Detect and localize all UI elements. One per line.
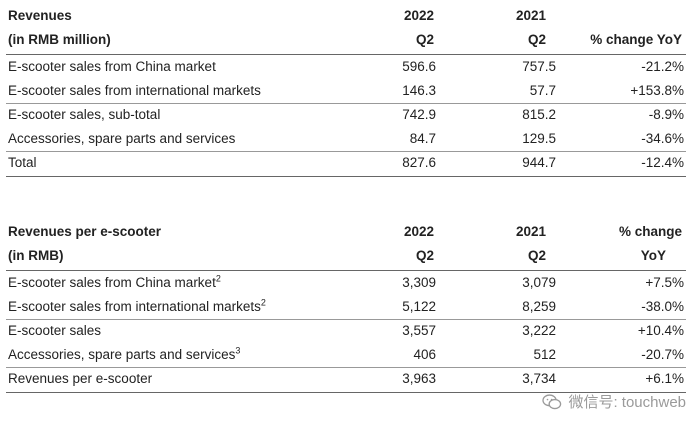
col-change-header-2: % change YoY (590, 32, 682, 47)
table-row: E-scooter sales, sub-total 742.9 815.2 -… (6, 103, 686, 127)
divider (6, 54, 686, 55)
divider (6, 103, 686, 104)
col-change-header-1: % change (618, 224, 682, 239)
value-2021: 3,222 (522, 323, 556, 338)
revenues-per-scooter-table: Revenues per e-scooter 2022 2021 % chang… (6, 220, 686, 393)
value-2022: 827.6 (402, 155, 436, 170)
divider (6, 319, 686, 320)
row-label: Revenues per e-scooter (8, 371, 153, 386)
row-label: Accessories, spare parts and services3 (8, 345, 241, 362)
table-row: E-scooter sales from international marke… (6, 295, 686, 319)
value-2022: 3,963 (402, 371, 436, 386)
table-row: Accessories, spare parts and services 84… (6, 127, 686, 151)
value-2021: 3,734 (522, 371, 556, 386)
value-2021: 57.7 (529, 83, 556, 98)
row-label: E-scooter sales from China market2 (8, 273, 221, 290)
value-change: +6.1% (645, 371, 684, 386)
value-2021: 757.5 (522, 59, 556, 74)
value-2022: 596.6 (402, 59, 436, 74)
row-label: E-scooter sales, sub-total (8, 107, 161, 122)
table-row: Accessories, spare parts and services3 4… (6, 343, 686, 367)
row-label-text: E-scooter sales from China market (8, 275, 216, 290)
table-title: Revenues (8, 8, 72, 23)
row-label-text: E-scooter sales from international marke… (8, 299, 261, 314)
col-year-2021: 2021 (515, 8, 546, 23)
col-change-header-2: YoY (640, 248, 666, 263)
table-header-row: Revenues 2022 2021 (6, 4, 686, 28)
table-row: E-scooter sales from China market2 3,309… (6, 271, 686, 295)
row-label: E-scooter sales (8, 323, 102, 338)
value-change: -38.0% (641, 299, 684, 314)
value-2021: 512 (533, 347, 556, 362)
divider (6, 151, 686, 152)
divider (6, 176, 686, 177)
col-year-2022: 2022 (403, 224, 434, 239)
footnote-marker: 3 (235, 345, 241, 356)
row-label: Total (8, 155, 37, 170)
revenues-table: Revenues 2022 2021 (in RMB million) Q2 Q… (6, 4, 686, 177)
value-2022: 146.3 (402, 83, 436, 98)
row-label-text: Accessories, spare parts and services (8, 347, 236, 362)
footnote-marker: 2 (215, 273, 221, 284)
watermark-text: 微信号: touchweb (568, 394, 686, 411)
divider (6, 367, 686, 368)
row-label: Accessories, spare parts and services (8, 131, 236, 146)
value-change: -12.4% (641, 155, 684, 170)
row-label: E-scooter sales from China market (8, 59, 216, 74)
col-year-2021: 2021 (515, 224, 546, 239)
value-change: +10.4% (637, 323, 684, 338)
table-title: Revenues per e-scooter (8, 224, 162, 239)
footnote-marker: 2 (260, 297, 266, 308)
value-change: +7.5% (645, 275, 684, 290)
value-2022: 84.7 (409, 131, 436, 146)
value-change: -21.2% (641, 59, 684, 74)
col-quarter-2021: Q2 (527, 32, 546, 47)
row-label: E-scooter sales from international marke… (8, 83, 261, 98)
row-label: E-scooter sales from international marke… (8, 297, 266, 314)
wechat-icon (542, 393, 562, 409)
table-row: E-scooter sales from China market 596.6 … (6, 55, 686, 79)
value-change: -8.9% (648, 107, 684, 122)
col-quarter-2022: Q2 (415, 248, 434, 263)
value-2021: 944.7 (522, 155, 556, 170)
value-change: -34.6% (641, 131, 684, 146)
table-row-total: Revenues per e-scooter 3,963 3,734 +6.1% (6, 367, 686, 391)
table-header-row: Revenues per e-scooter 2022 2021 % chang… (6, 220, 686, 244)
table-row-total: Total 827.6 944.7 -12.4% (6, 151, 686, 175)
divider (6, 392, 686, 393)
divider (6, 270, 686, 271)
table-row: E-scooter sales from international marke… (6, 79, 686, 103)
watermark: 微信号: touchweb (542, 391, 686, 412)
value-2022: 3,309 (402, 275, 436, 290)
value-2022: 3,557 (402, 323, 436, 338)
col-quarter-2022: Q2 (415, 32, 434, 47)
value-change: +153.8% (630, 83, 684, 98)
table-unit: (in RMB) (8, 248, 64, 263)
value-2021: 8,259 (522, 299, 556, 314)
table-row: E-scooter sales 3,557 3,222 +10.4% (6, 319, 686, 343)
col-year-2022: 2022 (403, 8, 434, 23)
value-2021: 129.5 (522, 131, 556, 146)
value-2022: 5,122 (402, 299, 436, 314)
value-2022: 742.9 (402, 107, 436, 122)
table-unit: (in RMB million) (8, 32, 111, 47)
value-change: -20.7% (641, 347, 684, 362)
value-2021: 815.2 (522, 107, 556, 122)
value-2021: 3,079 (522, 275, 556, 290)
table-header-row: (in RMB million) Q2 Q2 % change YoY (6, 28, 686, 52)
table-header-row: (in RMB) Q2 Q2 YoY (6, 244, 686, 268)
col-quarter-2021: Q2 (527, 248, 546, 263)
value-2022: 406 (413, 347, 436, 362)
